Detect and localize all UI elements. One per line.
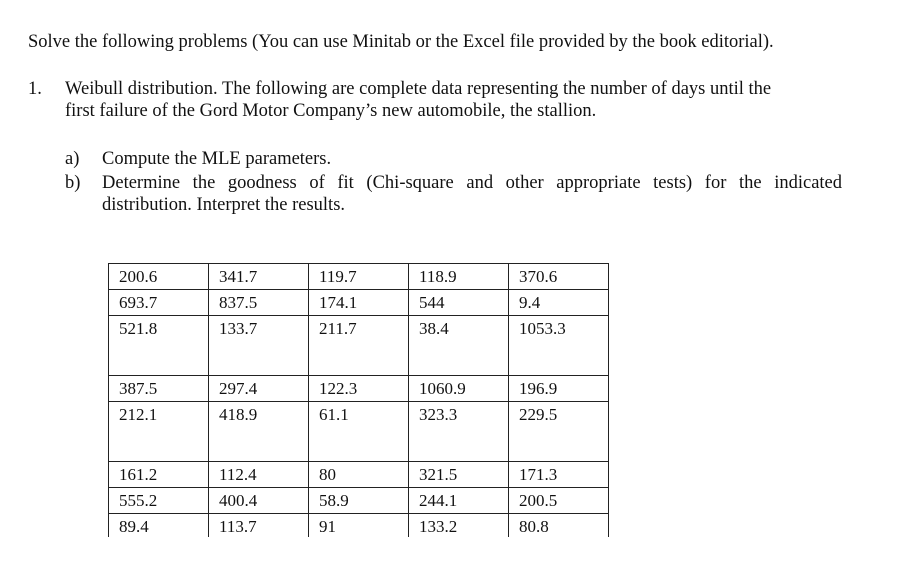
- table-cell: 196.9: [508, 375, 609, 402]
- instructions-text: Solve the following problems (You can us…: [28, 32, 774, 52]
- question-number: 1.: [28, 79, 42, 99]
- table-cell: 1060.9: [408, 375, 509, 402]
- subitem-a-line-1: Compute the MLE parameters.: [102, 149, 332, 169]
- table-cell: 387.5: [108, 375, 209, 402]
- table-cell: 297.4: [208, 375, 309, 402]
- table-row: 521.8 133.7 211.7 38.4 1053.3: [108, 315, 609, 376]
- subitem-b-text: Determine the goodness of fit (Chi-squar…: [102, 172, 842, 216]
- table-cell: 229.5: [508, 401, 609, 462]
- table-cell: 323.3: [408, 401, 509, 462]
- table-cell: 118.9: [408, 263, 509, 290]
- table-row: 89.4 113.7 91 133.2 80.8: [108, 513, 609, 537]
- table-cell: 58.9: [308, 487, 409, 514]
- table-cell: 161.2: [108, 461, 209, 488]
- table-row: 693.7 837.5 174.1 544 9.4: [108, 289, 609, 316]
- table-cell: 80: [308, 461, 409, 488]
- table-cell: 418.9: [208, 401, 309, 462]
- subitem-b-line-1: Determine the goodness of fit (Chi-squar…: [102, 173, 842, 193]
- table-cell: 38.4: [408, 315, 509, 376]
- subitem-b-line-2: distribution. Interpret the results.: [102, 195, 346, 215]
- table-row: 212.1 418.9 61.1 323.3 229.5: [108, 401, 609, 462]
- question-line-1: Weibull distribution. The following are …: [65, 79, 772, 99]
- question-text: Weibull distribution. The following are …: [65, 78, 865, 122]
- table-row: 200.6 341.7 119.7 118.9 370.6: [108, 263, 609, 290]
- table-cell: 555.2: [108, 487, 209, 514]
- table-cell: 693.7: [108, 289, 209, 316]
- table-cell: 200.6: [108, 263, 209, 290]
- subitem-b-label: b): [65, 173, 81, 193]
- table-cell: 133.2: [408, 513, 509, 537]
- table-cell: 112.4: [208, 461, 309, 488]
- table-row: 555.2 400.4 58.9 244.1 200.5: [108, 487, 609, 514]
- table-row: 387.5 297.4 122.3 1060.9 196.9: [108, 375, 609, 402]
- failure-days-table: 200.6 341.7 119.7 118.9 370.6 693.7 837.…: [108, 263, 609, 537]
- table-cell: 9.4: [508, 289, 609, 316]
- table-cell: 321.5: [408, 461, 509, 488]
- subitem-a-text: Compute the MLE parameters.: [102, 148, 842, 170]
- table-cell: 1053.3: [508, 315, 609, 376]
- table-cell: 400.4: [208, 487, 309, 514]
- table-cell: 200.5: [508, 487, 609, 514]
- table-cell: 174.1: [308, 289, 409, 316]
- table-cell: 370.6: [508, 263, 609, 290]
- table-cell: 341.7: [208, 263, 309, 290]
- table-cell: 212.1: [108, 401, 209, 462]
- subitem-a-label: a): [65, 149, 80, 169]
- table-row: 161.2 112.4 80 321.5 171.3: [108, 461, 609, 488]
- question-line-2: first failure of the Gord Motor Company’…: [65, 101, 597, 121]
- table-cell: 119.7: [308, 263, 409, 290]
- table-cell: 544: [408, 289, 509, 316]
- table-cell: 113.7: [208, 513, 309, 537]
- table-cell: 80.8: [508, 513, 609, 537]
- table-cell: 61.1: [308, 401, 409, 462]
- table-cell: 89.4: [108, 513, 209, 537]
- table-cell: 122.3: [308, 375, 409, 402]
- table-cell: 521.8: [108, 315, 209, 376]
- table-cell: 171.3: [508, 461, 609, 488]
- table-cell: 244.1: [408, 487, 509, 514]
- table-cell: 91: [308, 513, 409, 537]
- table-cell: 133.7: [208, 315, 309, 376]
- table-cell: 211.7: [308, 315, 409, 376]
- table-cell: 837.5: [208, 289, 309, 316]
